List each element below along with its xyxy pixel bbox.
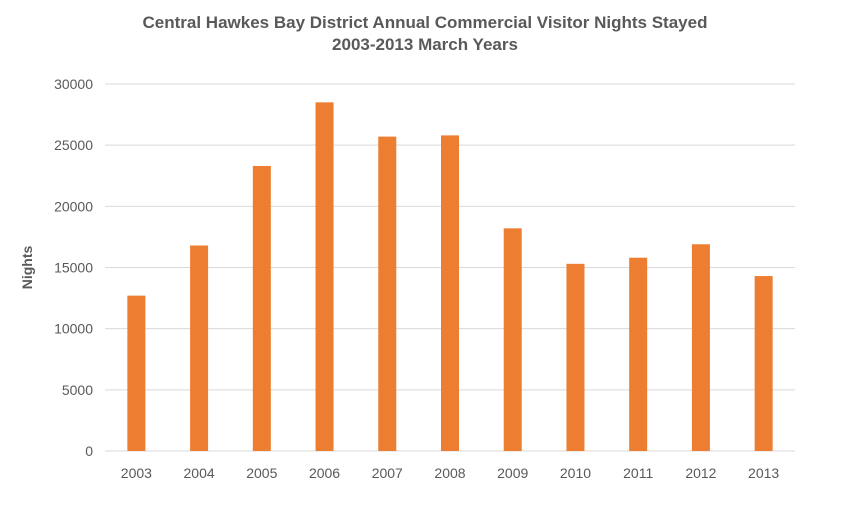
y-tick-label: 10000 <box>54 321 93 337</box>
bar-2004 <box>190 245 209 451</box>
x-tick-label: 2003 <box>121 465 152 481</box>
x-tick-label: 2007 <box>372 465 403 481</box>
bar-2012 <box>691 244 710 451</box>
x-tick-label: 2013 <box>748 465 779 481</box>
chart-title: Central Hawkes Bay District Annual Comme… <box>142 13 708 32</box>
bar-2011 <box>629 257 648 451</box>
y-tick-label: 25000 <box>54 137 93 153</box>
bar-2003 <box>127 295 146 451</box>
x-tick-label: 2006 <box>309 465 340 481</box>
bar-2010 <box>566 263 585 451</box>
chart-title-block: Central Hawkes Bay District Annual Comme… <box>0 12 850 56</box>
y-tick-label: 5000 <box>62 382 93 398</box>
bar-2008 <box>441 135 459 451</box>
x-tick-label: 2005 <box>246 465 277 481</box>
x-tick-label: 2011 <box>623 465 653 481</box>
bars <box>127 102 773 452</box>
bar-2007 <box>378 136 397 451</box>
bar-2009 <box>503 228 522 451</box>
bar-2005 <box>252 165 271 452</box>
bar-2013 <box>754 276 773 451</box>
y-axis-title: Nights <box>19 246 35 290</box>
x-tick-label: 2008 <box>434 465 465 481</box>
x-axis-tick-labels: 2003 2004 2005 2006 2007 2008 2009 2010 2011 2012… <box>121 465 780 481</box>
x-tick-label: 2009 <box>497 465 528 481</box>
y-tick-label: 20000 <box>54 198 93 214</box>
chart-subtitle: 2003-2013 March Years <box>332 35 518 54</box>
y-tick-label: 0 <box>85 443 93 459</box>
bar-2006 <box>315 102 334 451</box>
x-tick-label: 2010 <box>560 465 591 481</box>
x-tick-label: 2004 <box>184 465 215 481</box>
y-tick-label: 15000 <box>54 260 93 276</box>
x-tick-label: 2012 <box>685 465 716 481</box>
y-axis-tick-labels: 0 5000 10000 15000 20000 25000 30000 <box>54 76 93 459</box>
y-tick-label: 30000 <box>54 76 93 92</box>
